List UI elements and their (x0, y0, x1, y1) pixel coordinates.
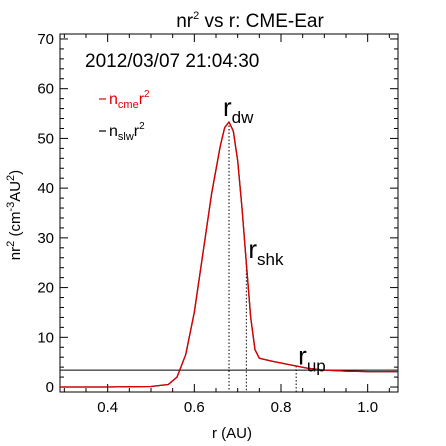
y-tick-label: 40 (37, 180, 54, 197)
title-base: nr (176, 11, 194, 32)
annotation-r-shk: rshk (248, 234, 284, 269)
ylabel-rest: (cm (7, 212, 24, 241)
x-axis-label: r (AU) (212, 425, 252, 442)
y-axis-label: nr2 (cm-3AU2) (5, 170, 24, 260)
legend-text-part: r (134, 123, 140, 140)
annotation-sub: dw (232, 108, 254, 127)
ylabel-sup3: 2 (5, 175, 17, 181)
annotation-r-up: rup (298, 341, 326, 376)
legend-text-part: n (109, 123, 118, 140)
legend-entry-cme: ncmer2 (109, 89, 150, 111)
ylabel-sup: 2 (5, 241, 17, 247)
annotation-r-dw: rdw (223, 92, 254, 127)
series-group (60, 121, 398, 388)
axis-ticks: 0.4 0.6 0.8 1.0 0 10 20 30 40 50 60 70 (37, 31, 398, 416)
series-line-cme (60, 121, 398, 388)
date-label: 2012/03/07 21:04:30 (85, 51, 259, 72)
annotation-base: r (223, 92, 232, 122)
plot-frame (59, 33, 399, 393)
y-tick-label: 70 (37, 31, 54, 48)
chart-title: nr2 vs r: CME-Ear (176, 10, 324, 32)
ylabel-end: ) (7, 170, 24, 175)
title-sup: 2 (193, 10, 199, 22)
legend-text-part: slw (118, 131, 134, 143)
x-tick-label: 0.6 (184, 399, 205, 416)
legend-text-part: n (109, 91, 118, 108)
ylabel-rest2: AU (7, 181, 24, 202)
annotation-sub: up (307, 357, 326, 376)
legend-text-part: r (139, 91, 145, 108)
legend-text-part: 2 (139, 121, 145, 132)
y-tick-label: 50 (37, 130, 54, 147)
y-tick-label: 0 (46, 379, 54, 396)
legend-text-part: cme (118, 99, 139, 111)
y-tick-label: 20 (37, 280, 54, 297)
y-tick-label: 60 (37, 81, 54, 98)
y-tick-label: 10 (37, 329, 54, 346)
ylabel-base: nr (7, 247, 24, 260)
ylabel-sup2: -3 (5, 202, 17, 212)
annotation-base: r (298, 341, 307, 371)
x-tick-label: 0.8 (271, 399, 292, 416)
x-tick-label: 1.0 (357, 399, 378, 416)
title-rest: vs r: CME-Ear (199, 11, 324, 32)
y-tick-label: 30 (37, 230, 54, 247)
annotation-sub: shk (257, 250, 284, 269)
x-tick-label: 0.4 (97, 399, 118, 416)
legend-text-part: 2 (144, 89, 150, 100)
annotation-base: r (248, 234, 257, 264)
legend-entry-slw: nslwr2 (109, 121, 145, 143)
marker-lines (60, 122, 398, 392)
